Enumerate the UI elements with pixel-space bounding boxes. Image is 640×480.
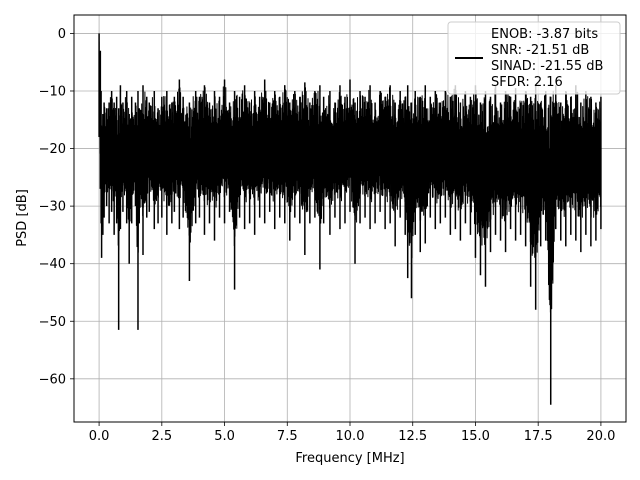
legend-enob: ENOB: -3.87 bits [491,27,598,42]
x-tick-label: 20.0 [586,429,615,444]
legend-snr: SNR: -21.51 dB [491,43,589,58]
x-tick-label: 15.0 [461,429,490,444]
x-tick-label: 5.0 [214,429,235,444]
y-tick-label: −40 [39,257,66,272]
x-tick-label: 12.5 [398,429,427,444]
x-tick-label: 7.5 [277,429,298,444]
legend-sfdr: SFDR: 2.16 [491,75,563,90]
y-tick-label: −20 [39,142,66,157]
y-tick-label: 0 [58,27,66,42]
x-axis-label: Frequency [MHz] [295,451,404,466]
y-tick-label: −30 [39,200,66,215]
x-tick-label: 0.0 [89,429,110,444]
x-tick-label: 2.5 [151,429,172,444]
plot-area [98,33,602,405]
y-tick-label: −10 [39,84,66,99]
y-tick-label: −60 [39,372,66,387]
y-tick-label: −50 [39,315,66,330]
x-tick-label: 10.0 [336,429,365,444]
y-axis-label: PSD [dB] [15,189,30,247]
legend-sinad: SINAD: -21.55 dB [491,59,603,74]
legend: ENOB: -3.87 bits SNR: -21.51 dB SINAD: -… [447,21,621,95]
y-axis-ticks: 0 −10 −20 −30 −40 −50 −60 [39,27,74,387]
x-tick-label: 17.5 [524,429,553,444]
x-axis-ticks: 0.0 2.5 5.0 7.5 10.0 12.5 15.0 17.5 20.0 [89,422,615,444]
legend-box [447,21,621,95]
